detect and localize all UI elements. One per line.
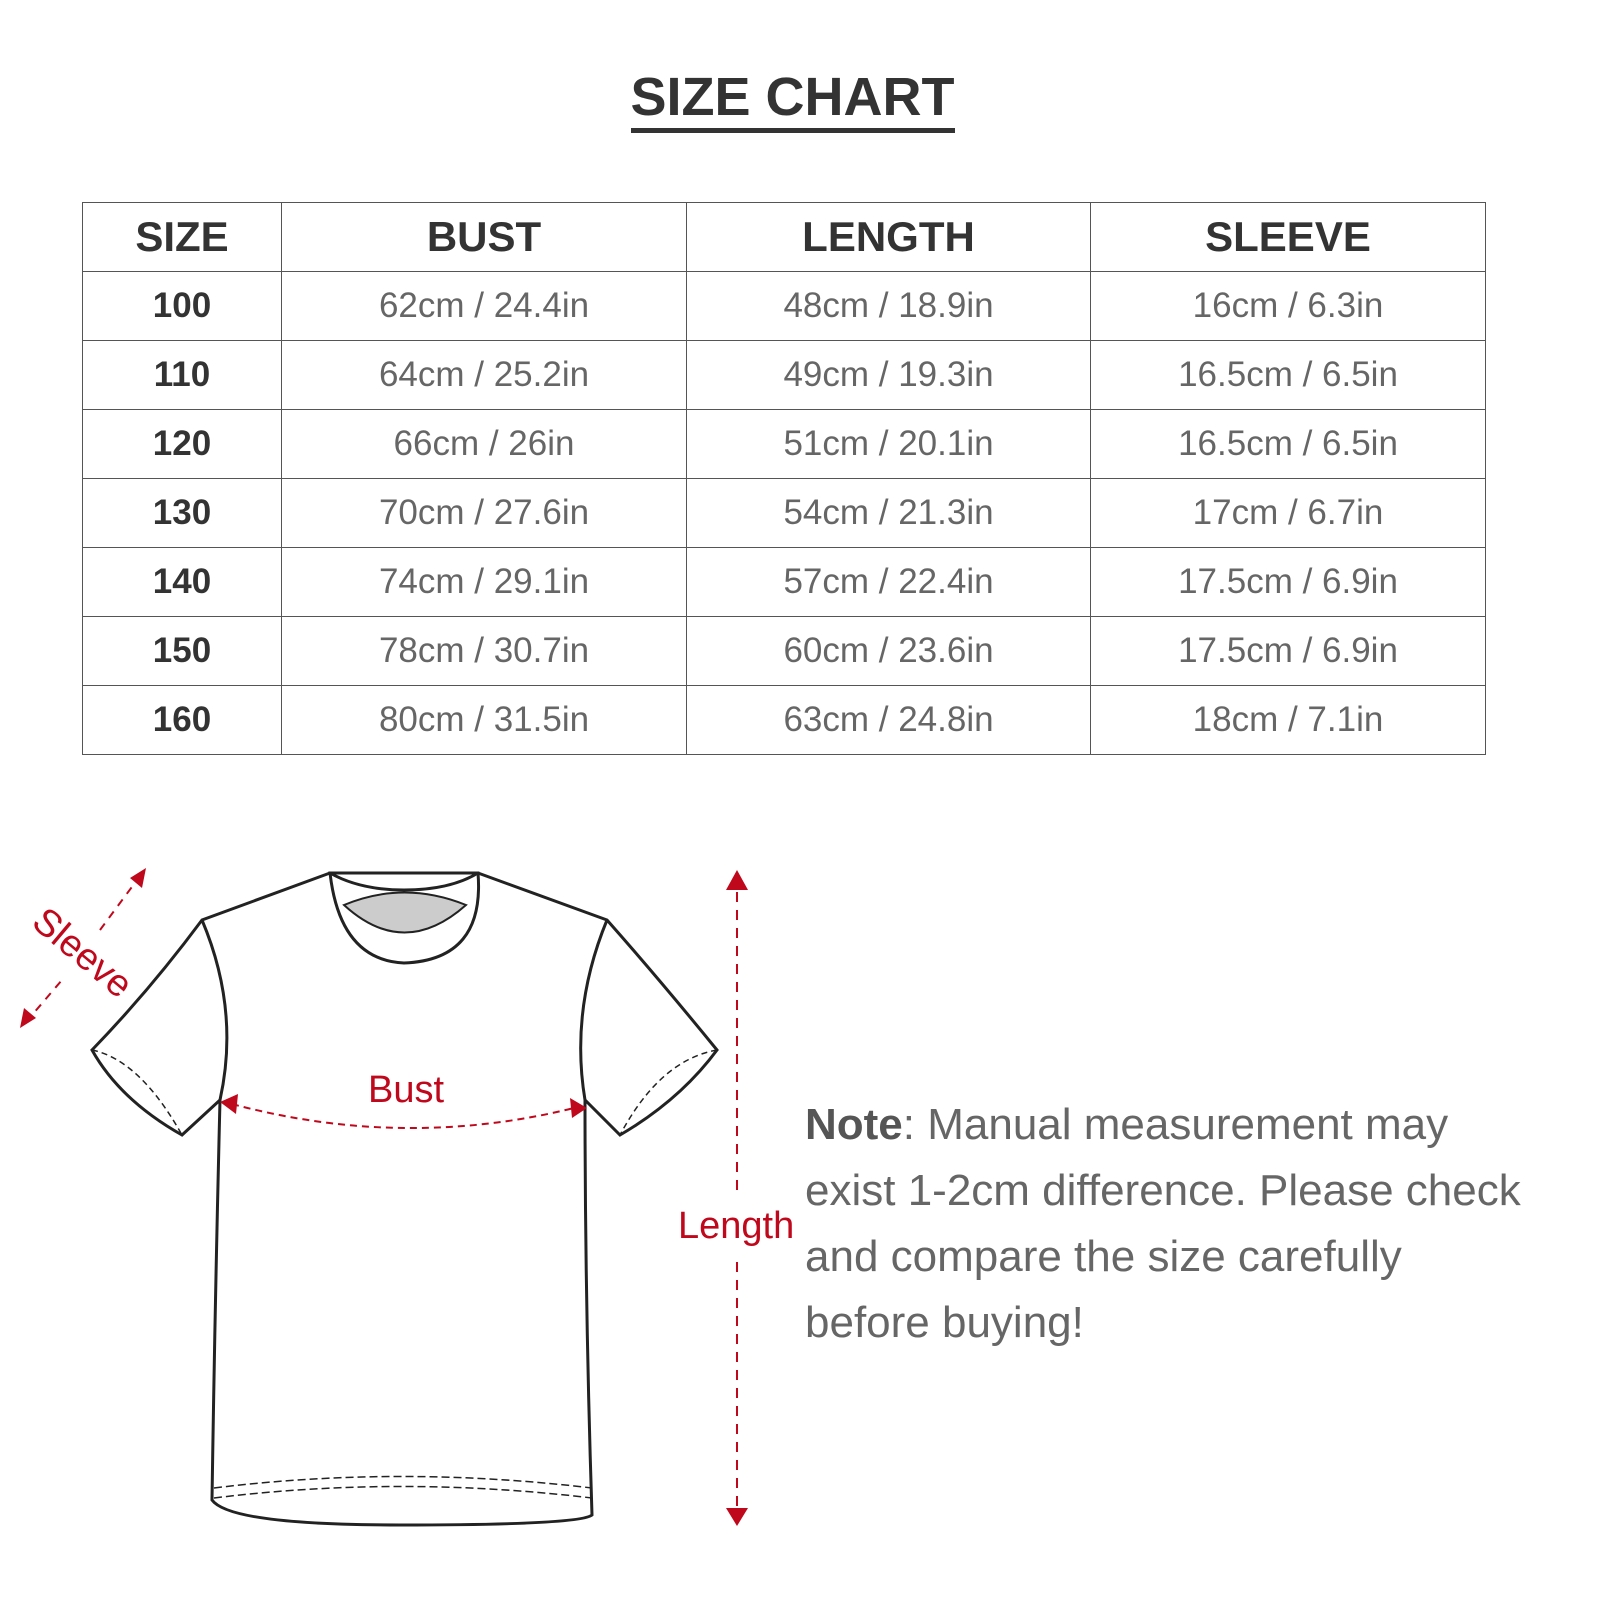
tshirt-outline [90,871,719,1527]
sleeve-cell: 18cm / 7.1in [1090,685,1486,755]
table-header-row: SIZE BUST LENGTH SLEEVE [82,202,1486,272]
size-cell: 140 [82,547,282,617]
size-cell: 120 [82,409,282,479]
table-row: 150 78cm / 30.7in 60cm / 23.6in 17.5cm / 6.… [82,616,1486,686]
table-row: 130 70cm / 27.6in 54cm / 21.3in 17cm / 6.7i… [82,478,1486,548]
length-cell: 54cm / 21.3in [686,478,1091,548]
table-row: 110 64cm / 25.2in 49cm / 19.3in 16.5cm / 6.… [82,340,1486,410]
table-row: 140 74cm / 29.1in 57cm / 22.4in 17.5cm / 6.… [82,547,1486,617]
note-label: Note [805,1100,903,1149]
sleeve-arrow [20,868,146,1028]
sleeve-label: Sleeve [24,900,140,1007]
size-cell: 160 [82,685,282,755]
sleeve-cell: 16cm / 6.3in [1090,271,1486,341]
table-row: 120 66cm / 26in 51cm / 20.1in 16.5cm / 6.5i… [82,409,1486,479]
page-title: SIZE CHART [0,66,1585,133]
size-cell: 130 [82,478,282,548]
bust-label: Bust [368,1069,444,1111]
header-bust: BUST [281,202,687,272]
length-cell: 57cm / 22.4in [686,547,1091,617]
table-row: 160 80cm / 31.5in 63cm / 24.8in 18cm / 7.1i… [82,685,1486,755]
bust-arrow [220,1094,587,1130]
bust-cell: 74cm / 29.1in [281,547,687,617]
sleeve-cell: 17.5cm / 6.9in [1090,547,1486,617]
length-cell: 51cm / 20.1in [686,409,1091,479]
length-arrow [726,870,748,1526]
bust-cell: 80cm / 31.5in [281,685,687,755]
bust-cell: 66cm / 26in [281,409,687,479]
size-table: SIZE BUST LENGTH SLEEVE 100 62cm / 24.4in… [82,202,1486,755]
size-cell: 110 [82,340,282,410]
note-text: : Manual measurement may exist 1-2cm dif… [805,1100,1521,1347]
bust-cell: 70cm / 27.6in [281,478,687,548]
header-length: LENGTH [686,202,1091,272]
length-cell: 60cm / 23.6in [686,616,1091,686]
size-cell: 150 [82,616,282,686]
table-row: 100 62cm / 24.4in 48cm / 18.9in 16cm / 6.3i… [82,271,1486,341]
note: Note: Manual measurement may exist 1-2cm… [805,1092,1525,1356]
length-cell: 63cm / 24.8in [686,685,1091,755]
length-cell: 48cm / 18.9in [686,271,1091,341]
header-size: SIZE [82,202,282,272]
sleeve-cell: 17.5cm / 6.9in [1090,616,1486,686]
length-label: Length [678,1205,794,1247]
length-cell: 49cm / 19.3in [686,340,1091,410]
sleeve-cell: 16.5cm / 6.5in [1090,340,1486,410]
sleeve-cell: 16.5cm / 6.5in [1090,409,1486,479]
